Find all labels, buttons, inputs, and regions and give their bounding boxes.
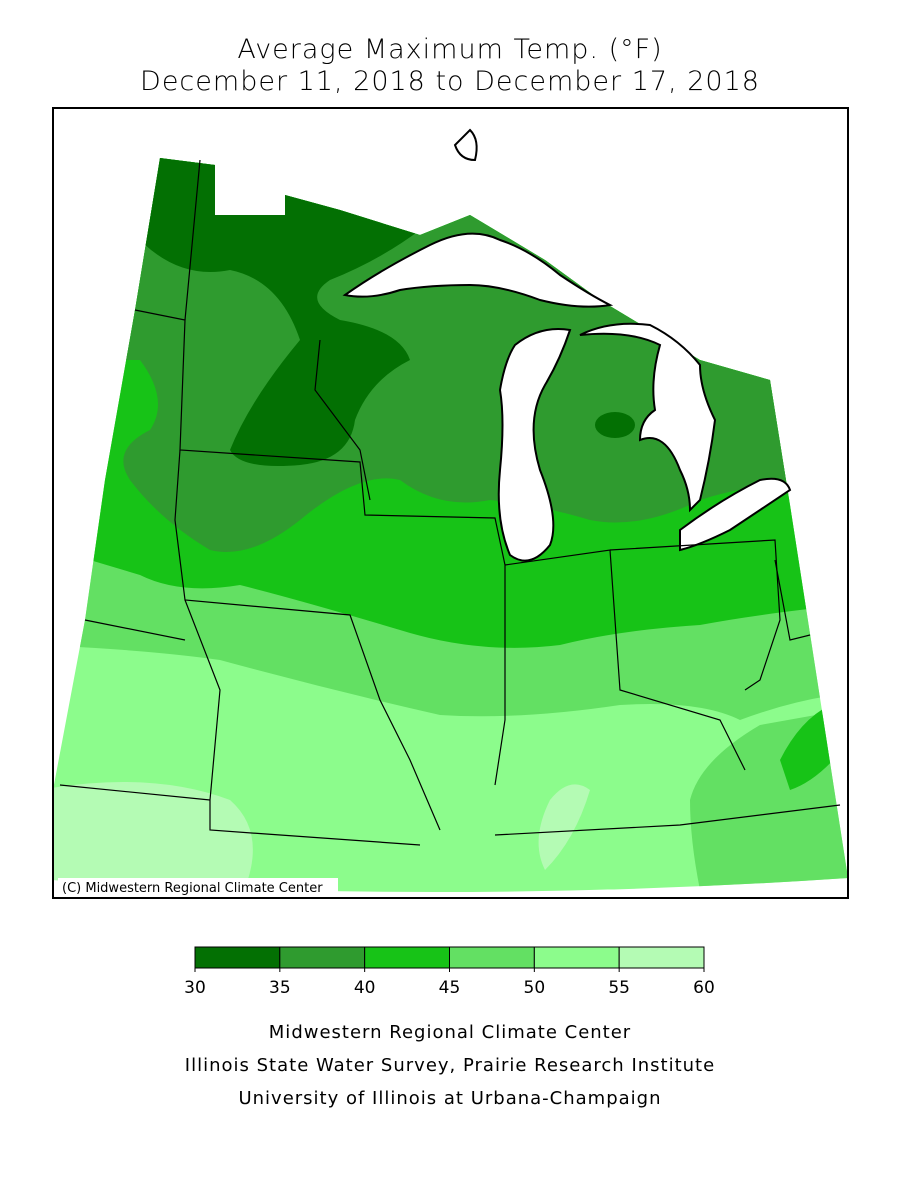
isle-royale: [453, 128, 478, 162]
lake-huron: [579, 322, 717, 513]
legend-label: 55: [608, 978, 630, 998]
lake-superior: [342, 232, 614, 308]
zone: [595, 412, 635, 438]
legend-bin: [449, 946, 535, 969]
legend-bin: [618, 946, 705, 969]
legend-label: 60: [693, 978, 715, 998]
legend-bin: [194, 946, 281, 969]
map-title: Average Maximum Temp. (°F): [237, 34, 662, 65]
legend-label: 50: [524, 978, 546, 998]
legend-label: 40: [354, 978, 376, 998]
lake-michigan: [497, 328, 572, 562]
legend-bin: [533, 946, 620, 969]
map-subtitle: December 11, 2018 to December 17, 2018: [140, 66, 760, 97]
legend-label: 35: [269, 978, 291, 998]
footer-line: University of Illinois at Urbana-Champai…: [238, 1088, 661, 1109]
legend-label: 45: [439, 978, 461, 998]
zone: [538, 784, 590, 870]
lakes: [342, 128, 792, 562]
footer-line: Illinois State Water Survey, Prairie Res…: [185, 1055, 715, 1076]
copyright-bg: [58, 878, 338, 895]
legend-bin: [279, 946, 366, 969]
temperature-field: [53, 158, 848, 893]
map-frame: [52, 107, 849, 899]
legend: 30 35 40 45 50 55 60: [184, 946, 715, 998]
legend-label: 30: [184, 978, 206, 998]
footer-line: Midwestern Regional Climate Center: [269, 1022, 631, 1043]
legend-bin: [364, 946, 450, 969]
zone: [53, 782, 253, 893]
lake-erie: [679, 477, 792, 552]
copyright: (C) Midwestern Regional Climate Center: [62, 881, 323, 896]
canada-gap: [215, 165, 285, 215]
state-borders: [59, 159, 841, 846]
